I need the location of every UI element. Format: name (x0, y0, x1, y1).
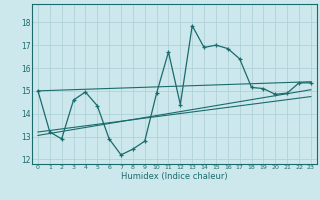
X-axis label: Humidex (Indice chaleur): Humidex (Indice chaleur) (121, 172, 228, 181)
